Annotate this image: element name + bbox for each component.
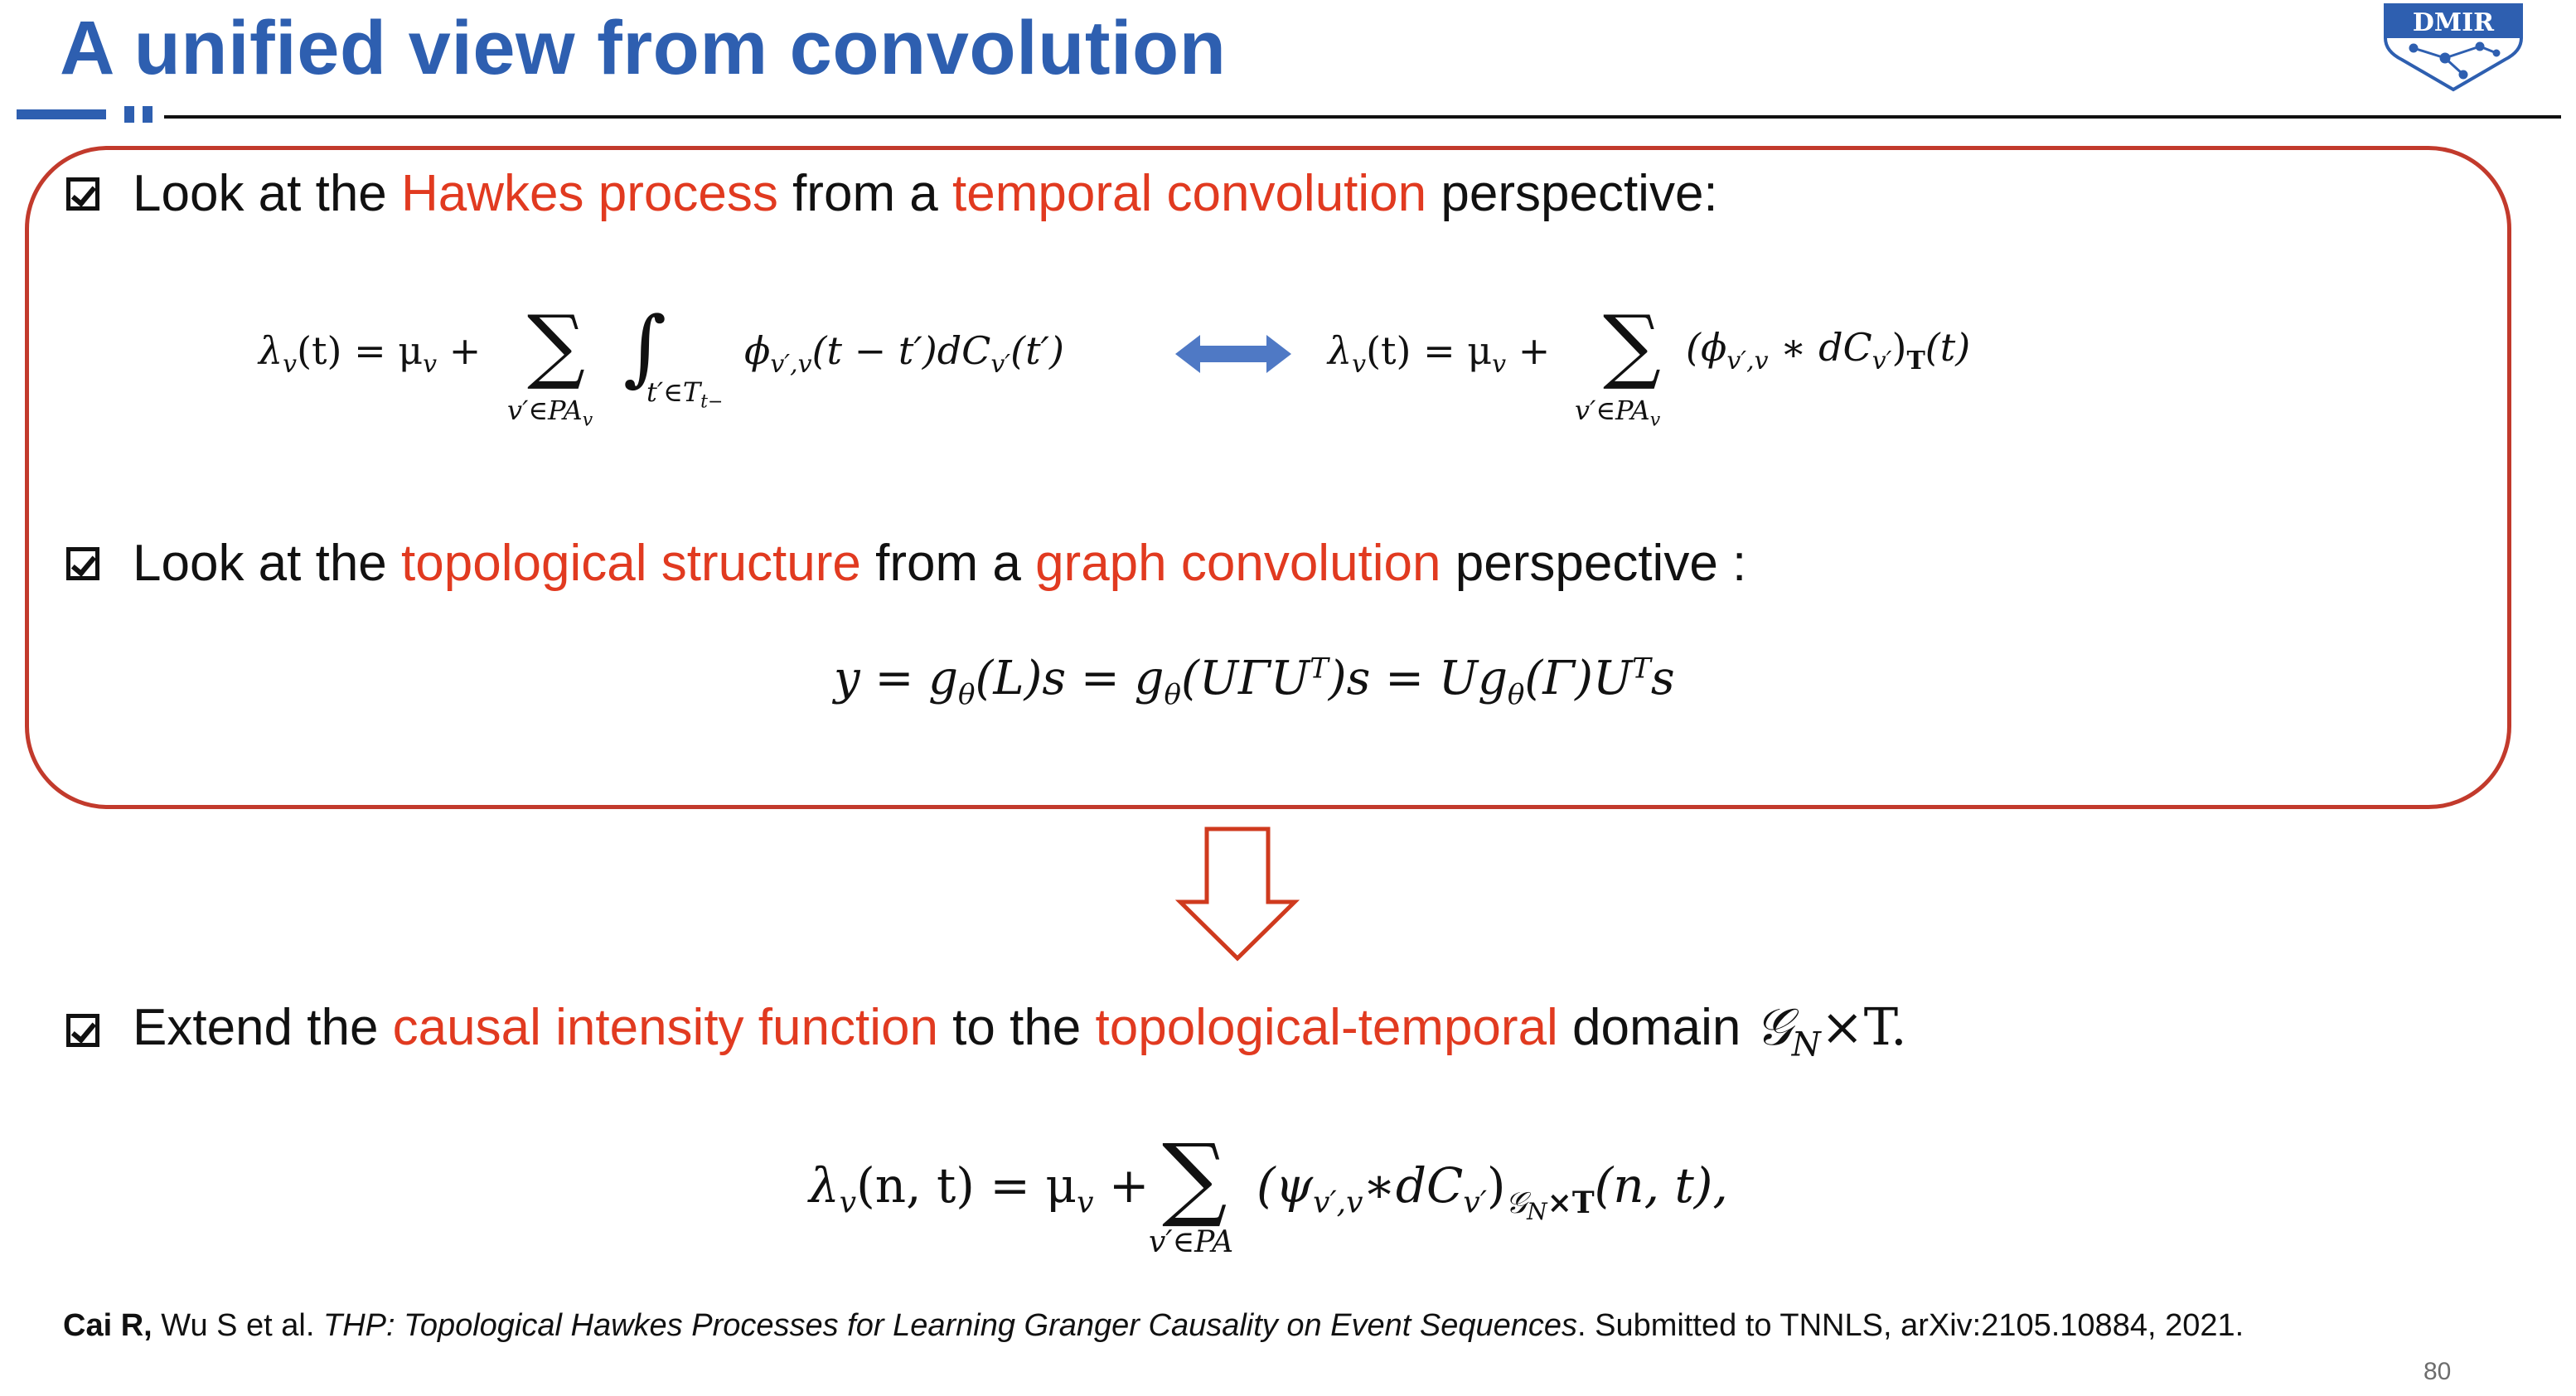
title-underline-accent [17, 109, 106, 119]
bullet-text: Look at the topological structure from a… [133, 535, 1747, 592]
convolution-term: (ψv′,v∗dCv′)𝒢N×T(n, t), [1257, 1157, 1728, 1225]
integrand: ϕv′,v(t − t′)dCv′(t′) [744, 328, 1064, 380]
highlight-panel [25, 146, 2511, 809]
title-underline-rule [164, 115, 2561, 119]
dmir-logo: DMIR [2384, 3, 2523, 92]
down-arrow-icon [1175, 826, 1300, 962]
checkbox-icon [66, 177, 99, 211]
bullet-text: Extend the causal intensity function to … [133, 996, 1907, 1064]
checkbox-icon [66, 546, 99, 580]
logo-text: DMIR [2413, 8, 2495, 37]
sum-limit: v′∈PAv [507, 395, 593, 431]
checkbox-icon [66, 1013, 99, 1047]
bullet-text: Look at the Hawkes process from a tempor… [133, 165, 1718, 222]
convolution-term: (ϕv′,v ∗ dCv′)T(t) [1686, 325, 1971, 376]
citation: Cai R, Wu S et al. THP: Topological Hawk… [63, 1308, 2244, 1343]
equation-graph-convolution: y = gθ(L)s = gθ(UΓUT)s = Ugθ(Γ)UTs [834, 652, 1675, 712]
bullet-temporal-convolution: Look at the Hawkes process from a tempor… [66, 164, 1718, 223]
bullet-topological-temporal: Extend the causal intensity function to … [66, 996, 1907, 1064]
equation-topo-temporal: λv(n, t) = μv + [809, 1157, 1150, 1220]
sum-symbol: ∑ [527, 298, 585, 393]
sum-limit: v′∈PA [1149, 1225, 1234, 1259]
bullet-graph-convolution: Look at the topological structure from a… [66, 534, 1746, 593]
equation-hawkes-integral: λv(t) = μv + [259, 328, 482, 380]
sum-symbol: ∑ [1603, 298, 1661, 393]
equation-hawkes-convolution: λv(t) = μv + [1328, 328, 1551, 380]
integral-symbol: ∫ [623, 298, 667, 395]
title-underline-dot [143, 106, 153, 123]
equivalence-arrow-icon [1175, 335, 1291, 373]
page-number: 80 [2423, 1358, 2452, 1385]
slide-title: A unified view from convolution [60, 6, 1227, 90]
integral-limit: t′∈Tt− [646, 376, 724, 413]
title-underline-dot [124, 106, 134, 123]
sum-symbol: ∑ [1162, 1124, 1227, 1230]
sum-limit: v′∈PAv [1575, 395, 1661, 431]
